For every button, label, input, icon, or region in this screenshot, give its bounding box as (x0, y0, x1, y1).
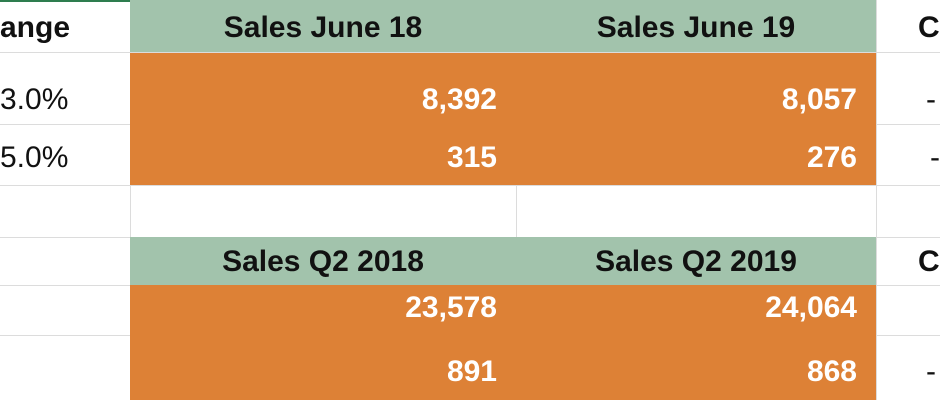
partial-header: C (918, 245, 940, 278)
cell: 276 (806, 141, 857, 174)
column-header: Sales Q2 2018 (222, 245, 424, 278)
partial-header: ange (0, 11, 71, 44)
column-header: Sales June 19 (596, 11, 796, 44)
selection-border (0, 0, 130, 2)
header-fill (130, 237, 876, 285)
cell: 24,064 (765, 291, 857, 324)
grid-line (876, 0, 877, 400)
cell: 3.0% (0, 83, 69, 116)
grid-line (0, 52, 940, 53)
column-header: Sales June 18 (223, 11, 423, 44)
cell: 315 (446, 141, 497, 174)
cell: - (926, 355, 936, 388)
cell: 8,392 (421, 83, 497, 116)
cell: 891 (446, 355, 497, 388)
cell: 868 (806, 355, 857, 388)
column-header: Sales Q2 2019 (595, 245, 797, 278)
value-fill (130, 285, 876, 400)
cell: 8,057 (781, 83, 857, 116)
cell: 5.0% (0, 141, 69, 174)
grid-line (0, 185, 940, 186)
grid-line (130, 0, 131, 400)
grid-line (516, 0, 517, 400)
cell: 23,578 (405, 291, 497, 324)
header-fill (130, 0, 876, 52)
cell: - (926, 83, 936, 116)
value-fill (130, 53, 876, 185)
cell: - (930, 141, 940, 174)
partial-header: C (918, 11, 940, 44)
